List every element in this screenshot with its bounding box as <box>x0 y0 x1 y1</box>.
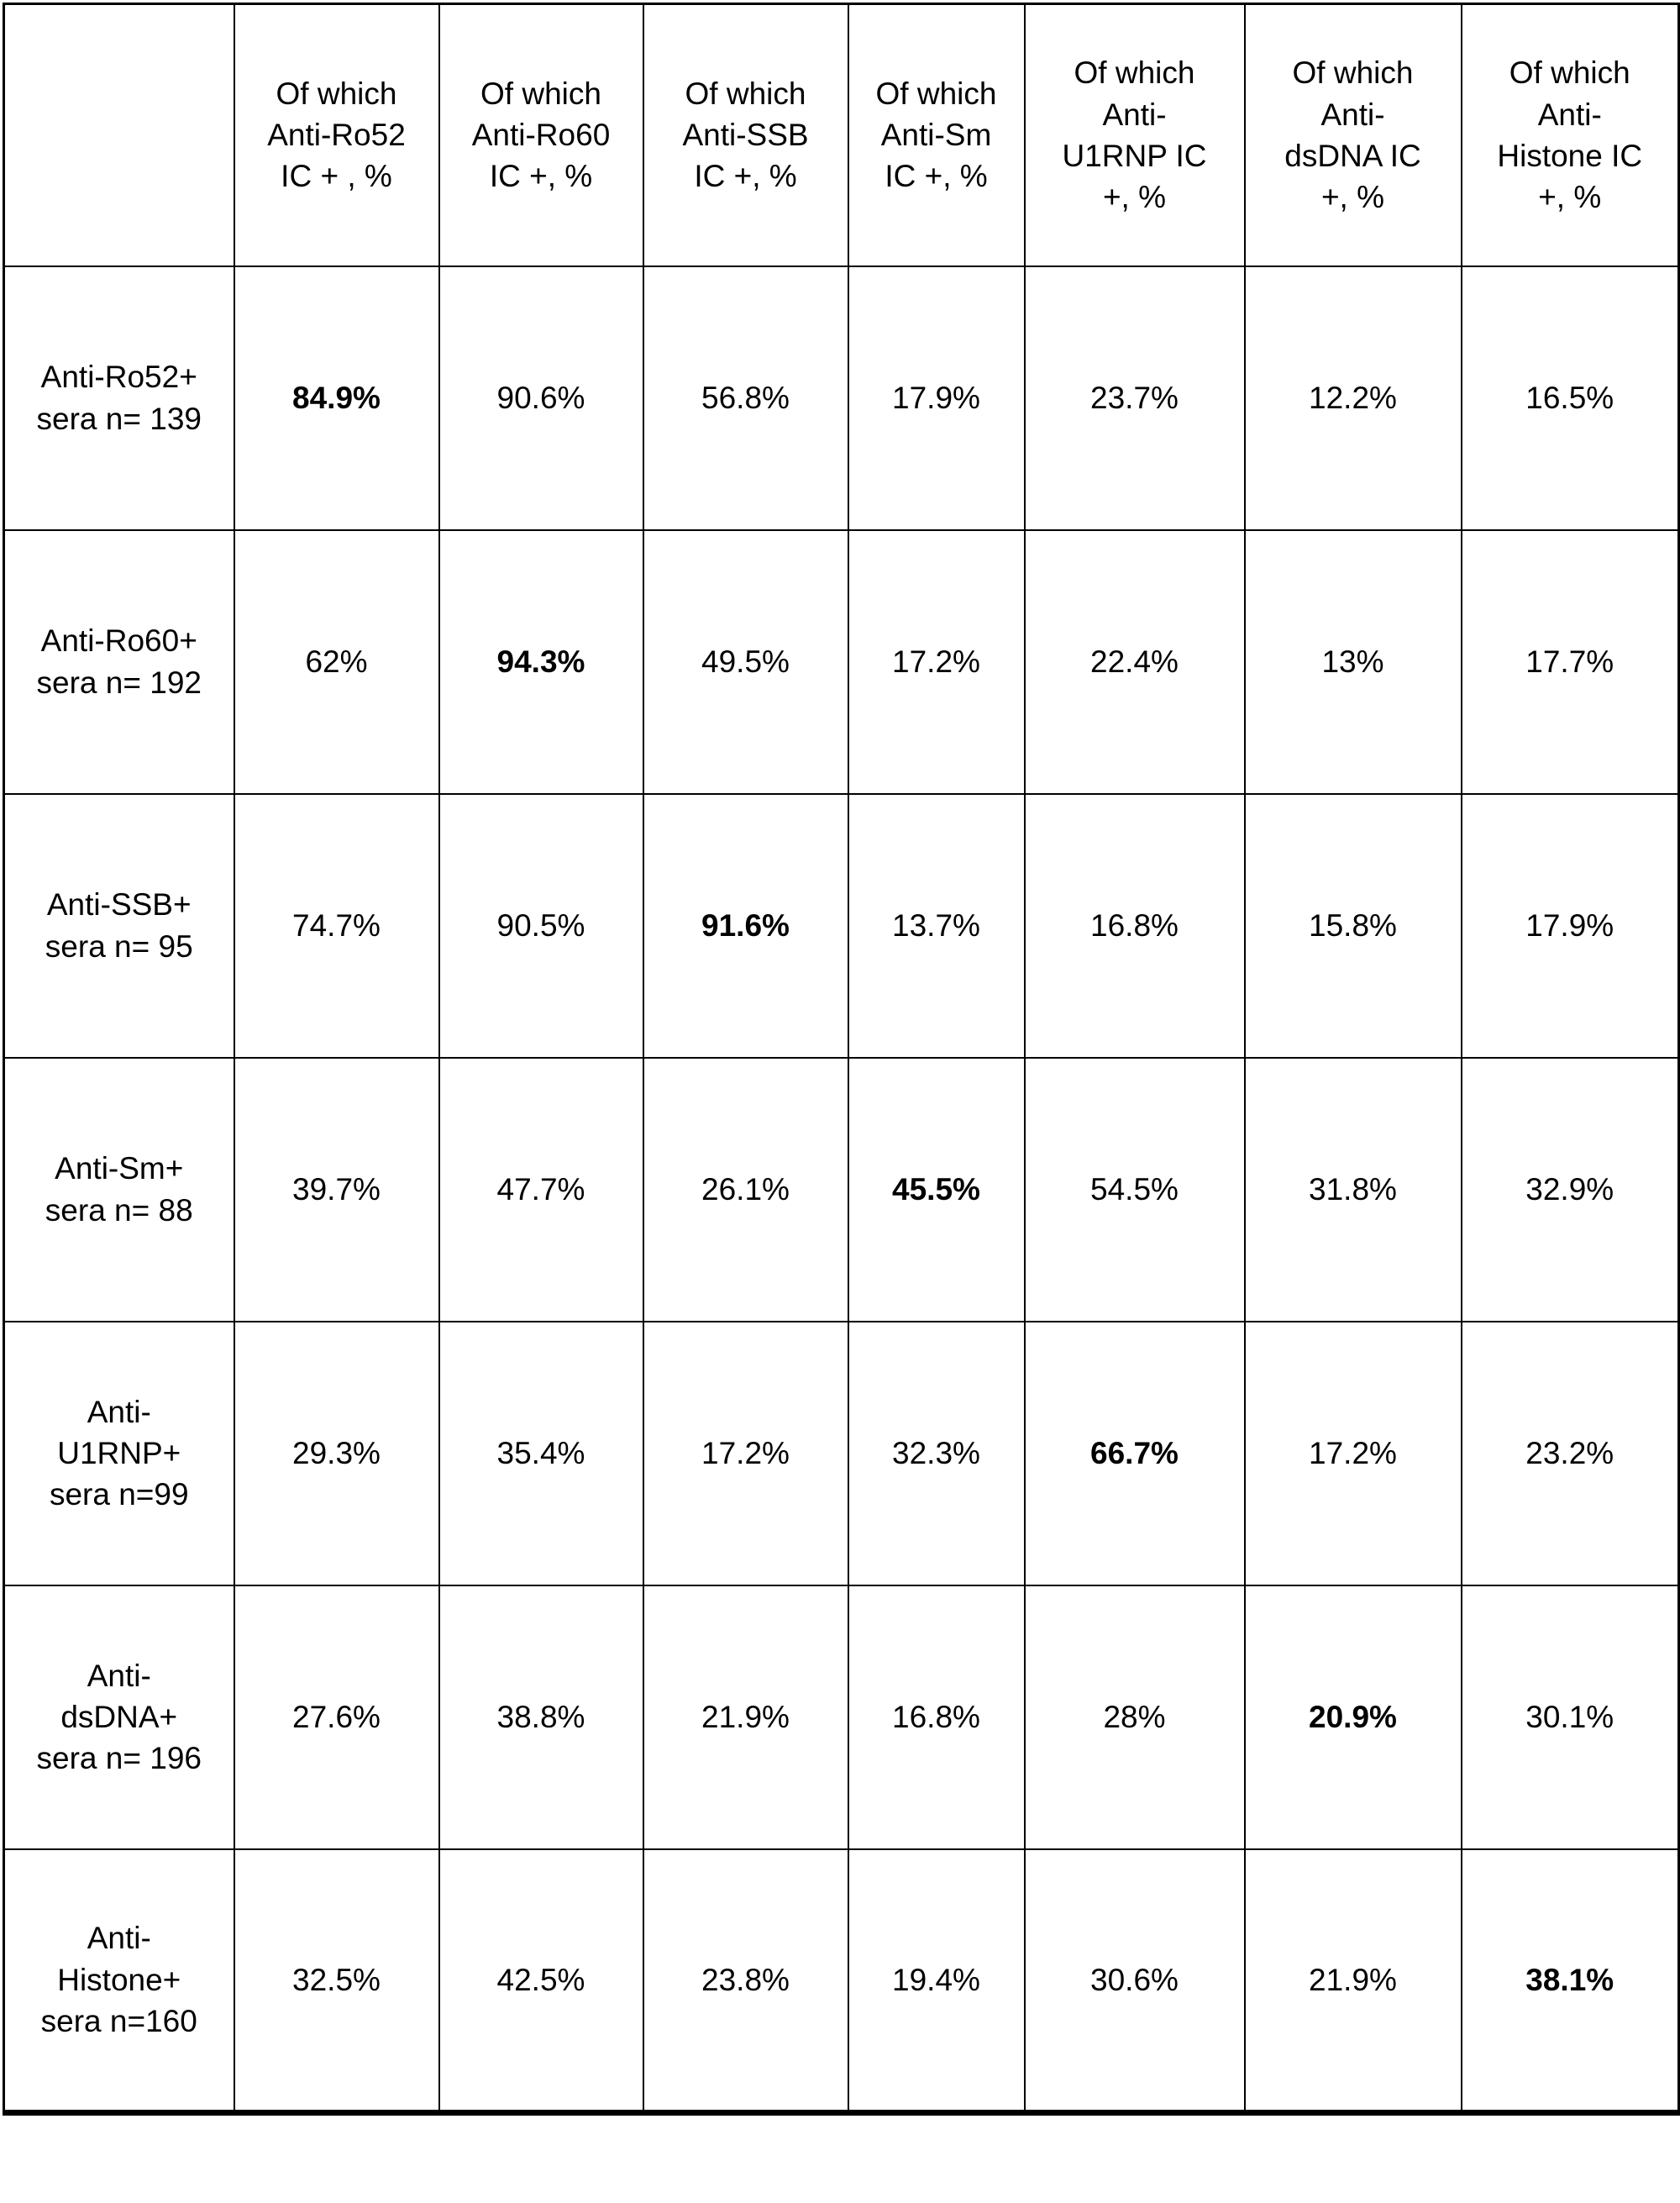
data-cell: 17.2% <box>642 1320 849 1586</box>
data-cell: 23.8% <box>642 1848 849 2114</box>
data-cell: 49.5% <box>642 528 849 795</box>
data-cell: 47.7% <box>438 1056 644 1322</box>
data-cell: 27.6% <box>233 1584 440 1850</box>
data-cell: 13% <box>1243 528 1462 795</box>
data-cell: 32.9% <box>1460 1056 1680 1322</box>
data-cell: 84.9% <box>233 265 440 531</box>
data-cell: 19.4% <box>847 1848 1026 2114</box>
data-cell: 90.6% <box>438 265 644 531</box>
data-cell: 20.9% <box>1243 1584 1462 1850</box>
data-cell: 12.2% <box>1243 265 1462 531</box>
data-cell: 42.5% <box>438 1848 644 2114</box>
table-row: Anti- U1RNP+ sera n=99 29.3% 35.4% 17.2% 32.… <box>3 1320 1680 1586</box>
column-header-3: Of which Anti-SSB IC +, % <box>642 3 849 267</box>
data-cell: 21.9% <box>1243 1848 1462 2114</box>
data-cell: 54.5% <box>1023 1056 1246 1322</box>
row-header: Anti-Ro52+ sera n= 139 <box>3 265 235 531</box>
data-cell: 17.9% <box>1460 792 1680 1059</box>
data-cell: 35.4% <box>438 1320 644 1586</box>
column-header-5: Of which Anti- U1RNP IC +, % <box>1023 3 1246 267</box>
column-header-2: Of which Anti-Ro60 IC +, % <box>438 3 644 267</box>
data-cell: 62% <box>233 528 440 795</box>
data-cell: 56.8% <box>642 265 849 531</box>
data-cell: 39.7% <box>233 1056 440 1322</box>
data-cell: 91.6% <box>642 792 849 1059</box>
data-cell: 45.5% <box>847 1056 1026 1322</box>
column-header-4: Of which Anti-Sm IC +, % <box>847 3 1026 267</box>
data-cell: 38.1% <box>1460 1848 1680 2114</box>
data-cell: 32.5% <box>233 1848 440 2114</box>
row-header: Anti-SSB+ sera n= 95 <box>3 792 235 1059</box>
row-header: Anti- U1RNP+ sera n=99 <box>3 1320 235 1586</box>
table-row: Anti-SSB+ sera n= 95 74.7% 90.5% 91.6% 13.7%… <box>3 792 1680 1059</box>
data-cell: 30.6% <box>1023 1848 1246 2114</box>
column-header-1: Of which Anti-Ro52 IC + , % <box>233 3 440 267</box>
data-cell: 26.1% <box>642 1056 849 1322</box>
header-row: Of which Anti-Ro52 IC + , % Of which Anti… <box>3 3 1680 267</box>
column-header-6: Of which Anti- dsDNA IC +, % <box>1243 3 1462 267</box>
data-cell: 30.1% <box>1460 1584 1680 1850</box>
data-cell: 16.8% <box>1023 792 1246 1059</box>
data-cell: 22.4% <box>1023 528 1246 795</box>
data-cell: 17.7% <box>1460 528 1680 795</box>
data-cell: 15.8% <box>1243 792 1462 1059</box>
data-cell: 66.7% <box>1023 1320 1246 1586</box>
data-cell: 38.8% <box>438 1584 644 1850</box>
row-header: Anti-Sm+ sera n= 88 <box>3 1056 235 1322</box>
antibody-immune-complex-table: Of which Anti-Ro52 IC + , % Of which Anti… <box>3 3 1680 2116</box>
data-cell: 28% <box>1023 1584 1246 1850</box>
row-header: Anti- Histone+ sera n=160 <box>3 1848 235 2114</box>
data-cell: 31.8% <box>1243 1056 1462 1322</box>
row-header: Anti- dsDNA+ sera n= 196 <box>3 1584 235 1850</box>
data-cell: 94.3% <box>438 528 644 795</box>
data-cell: 74.7% <box>233 792 440 1059</box>
data-cell: 29.3% <box>233 1320 440 1586</box>
data-cell: 32.3% <box>847 1320 1026 1586</box>
table-row: Anti-Ro60+ sera n= 192 62% 94.3% 49.5% 17.2%… <box>3 528 1680 795</box>
data-cell: 23.7% <box>1023 265 1246 531</box>
data-cell: 23.2% <box>1460 1320 1680 1586</box>
table-body: Anti-Ro52+ sera n= 139 84.9% 90.6% 56.8% 17.… <box>3 265 1680 2114</box>
table-row: Anti-Ro52+ sera n= 139 84.9% 90.6% 56.8% 17.… <box>3 265 1680 531</box>
data-cell: 17.2% <box>847 528 1026 795</box>
data-cell: 17.2% <box>1243 1320 1462 1586</box>
data-cell: 16.8% <box>847 1584 1026 1850</box>
data-cell: 21.9% <box>642 1584 849 1850</box>
data-cell: 13.7% <box>847 792 1026 1059</box>
table-row: Anti- Histone+ sera n=160 32.5% 42.5% 23.8%… <box>3 1848 1680 2114</box>
table-row: Anti-Sm+ sera n= 88 39.7% 47.7% 26.1% 45.5% 5… <box>3 1056 1680 1322</box>
data-cell: 90.5% <box>438 792 644 1059</box>
row-header: Anti-Ro60+ sera n= 192 <box>3 528 235 795</box>
corner-cell <box>3 3 235 267</box>
table-row: Anti- dsDNA+ sera n= 196 27.6% 38.8% 21.9% 1… <box>3 1584 1680 1850</box>
data-cell: 17.9% <box>847 265 1026 531</box>
column-header-7: Of which Anti- Histone IC +, % <box>1460 3 1680 267</box>
data-cell: 16.5% <box>1460 265 1680 531</box>
